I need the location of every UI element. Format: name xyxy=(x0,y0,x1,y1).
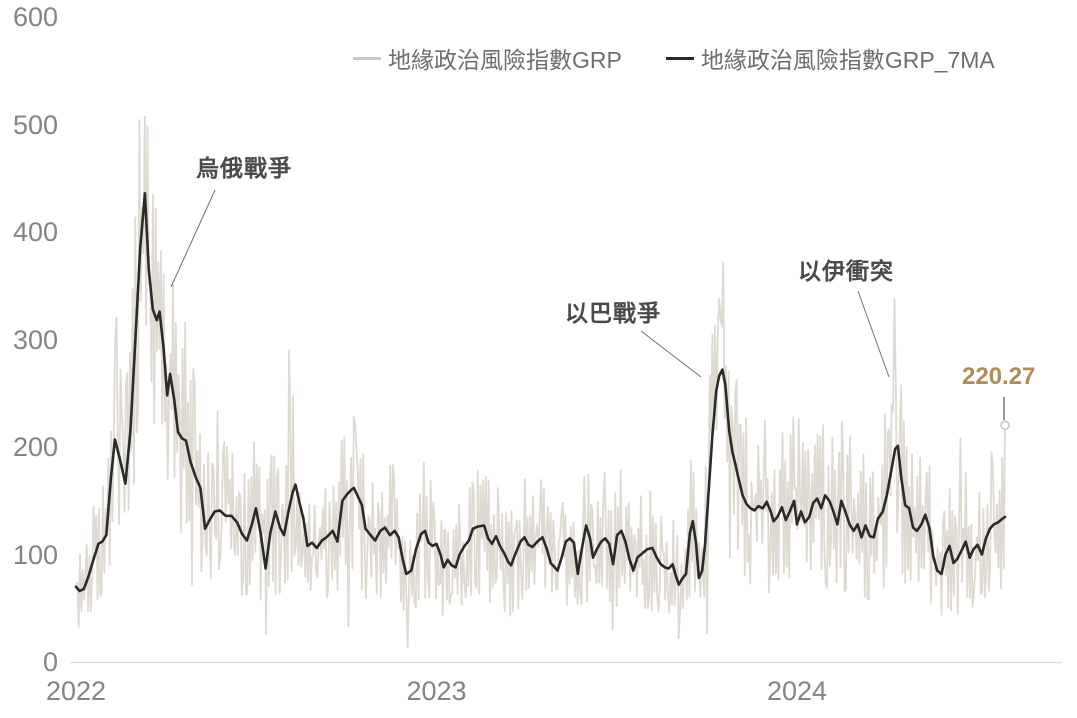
x-tick-label-2023: 2023 xyxy=(406,676,467,706)
y-tick-label-500: 500 xyxy=(12,109,58,140)
annotation-label-israel-palestine-war: 以巴戰爭 xyxy=(565,300,661,326)
annotation-line-israel-palestine-war xyxy=(640,330,702,378)
legend-item-grp-7ma[interactable]: 地緣政治風險指數GRP_7MA xyxy=(665,41,995,75)
y-tick-label-600: 600 xyxy=(12,2,58,32)
annotation-label-israel-iran-conflict: 以伊衝突 xyxy=(798,258,894,284)
legend-label-grp-7ma: 地緣政治風險指數GRP_7MA xyxy=(700,47,995,73)
y-tick-label-200: 200 xyxy=(12,432,58,462)
legend: 地緣政治風險指數GRP 地緣政治風險指數GRP_7MA xyxy=(353,41,995,75)
last-value-label: 220.27 xyxy=(962,363,1036,390)
x-tick-label-2022: 2022 xyxy=(45,676,107,706)
y-tick-label-400: 400 xyxy=(12,217,58,247)
annotation-label-ukraine-war: 烏俄戰爭 xyxy=(196,155,292,181)
y-tick-label-300: 300 xyxy=(12,324,58,355)
legend-item-grp[interactable]: 地緣政治風險指數GRP xyxy=(353,41,622,75)
legend-label-grp: 地緣政治風險指數GRP xyxy=(388,47,622,73)
grp-7ma-line-swatch-icon xyxy=(665,56,694,60)
annotation-line-israel-iran-conflict xyxy=(857,290,890,378)
grp-daily-line xyxy=(75,115,1006,648)
grp-7ma-line xyxy=(74,192,1007,593)
x-tick-label-2024: 2024 xyxy=(766,676,828,706)
y-tick-label-0: 0 xyxy=(42,647,58,677)
last-value-marker xyxy=(1000,420,1010,431)
y-tick-label-100: 100 xyxy=(12,539,58,570)
annotation-line-ukraine-war xyxy=(170,189,216,288)
grp-line-swatch-icon xyxy=(353,56,381,60)
